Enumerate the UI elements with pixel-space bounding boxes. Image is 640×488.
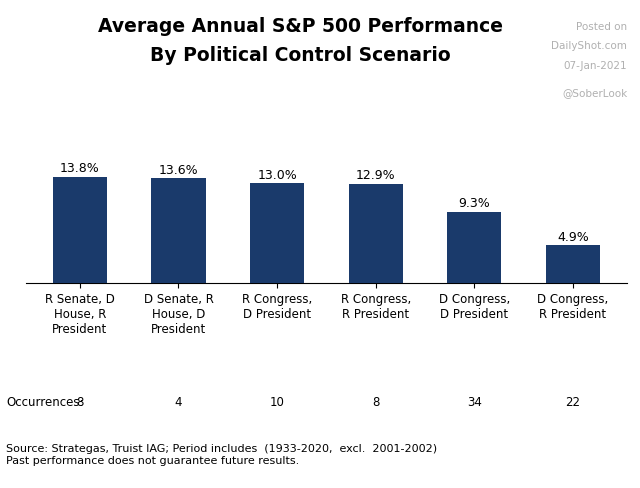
- Text: 4: 4: [175, 396, 182, 409]
- Text: @SoberLook: @SoberLook: [562, 88, 627, 98]
- Text: 07-Jan-2021: 07-Jan-2021: [564, 61, 627, 71]
- Bar: [250, 183, 304, 283]
- Text: 8: 8: [372, 396, 380, 409]
- Text: 22: 22: [566, 396, 580, 409]
- Text: 13.8%: 13.8%: [60, 163, 100, 175]
- Text: 13.0%: 13.0%: [257, 168, 297, 182]
- Text: 12.9%: 12.9%: [356, 169, 396, 183]
- Text: 8: 8: [76, 396, 84, 409]
- Text: 4.9%: 4.9%: [557, 231, 589, 244]
- Bar: [151, 179, 205, 283]
- Text: 34: 34: [467, 396, 482, 409]
- Text: By Political Control Scenario: By Political Control Scenario: [150, 46, 451, 65]
- Text: DailyShot.com: DailyShot.com: [551, 41, 627, 51]
- Text: Posted on: Posted on: [576, 22, 627, 32]
- Text: Occurrences:: Occurrences:: [6, 396, 84, 409]
- Text: 9.3%: 9.3%: [458, 197, 490, 210]
- Text: Average Annual S&P 500 Performance: Average Annual S&P 500 Performance: [99, 17, 503, 36]
- Text: Source: Strategas, Truist IAG; Period includes  (1933-2020,  excl.  2001-2002)
P: Source: Strategas, Truist IAG; Period in…: [6, 444, 438, 466]
- Bar: [349, 184, 403, 283]
- Bar: [546, 245, 600, 283]
- Bar: [447, 211, 502, 283]
- Text: 10: 10: [269, 396, 285, 409]
- Bar: [52, 177, 107, 283]
- Text: 13.6%: 13.6%: [159, 164, 198, 177]
